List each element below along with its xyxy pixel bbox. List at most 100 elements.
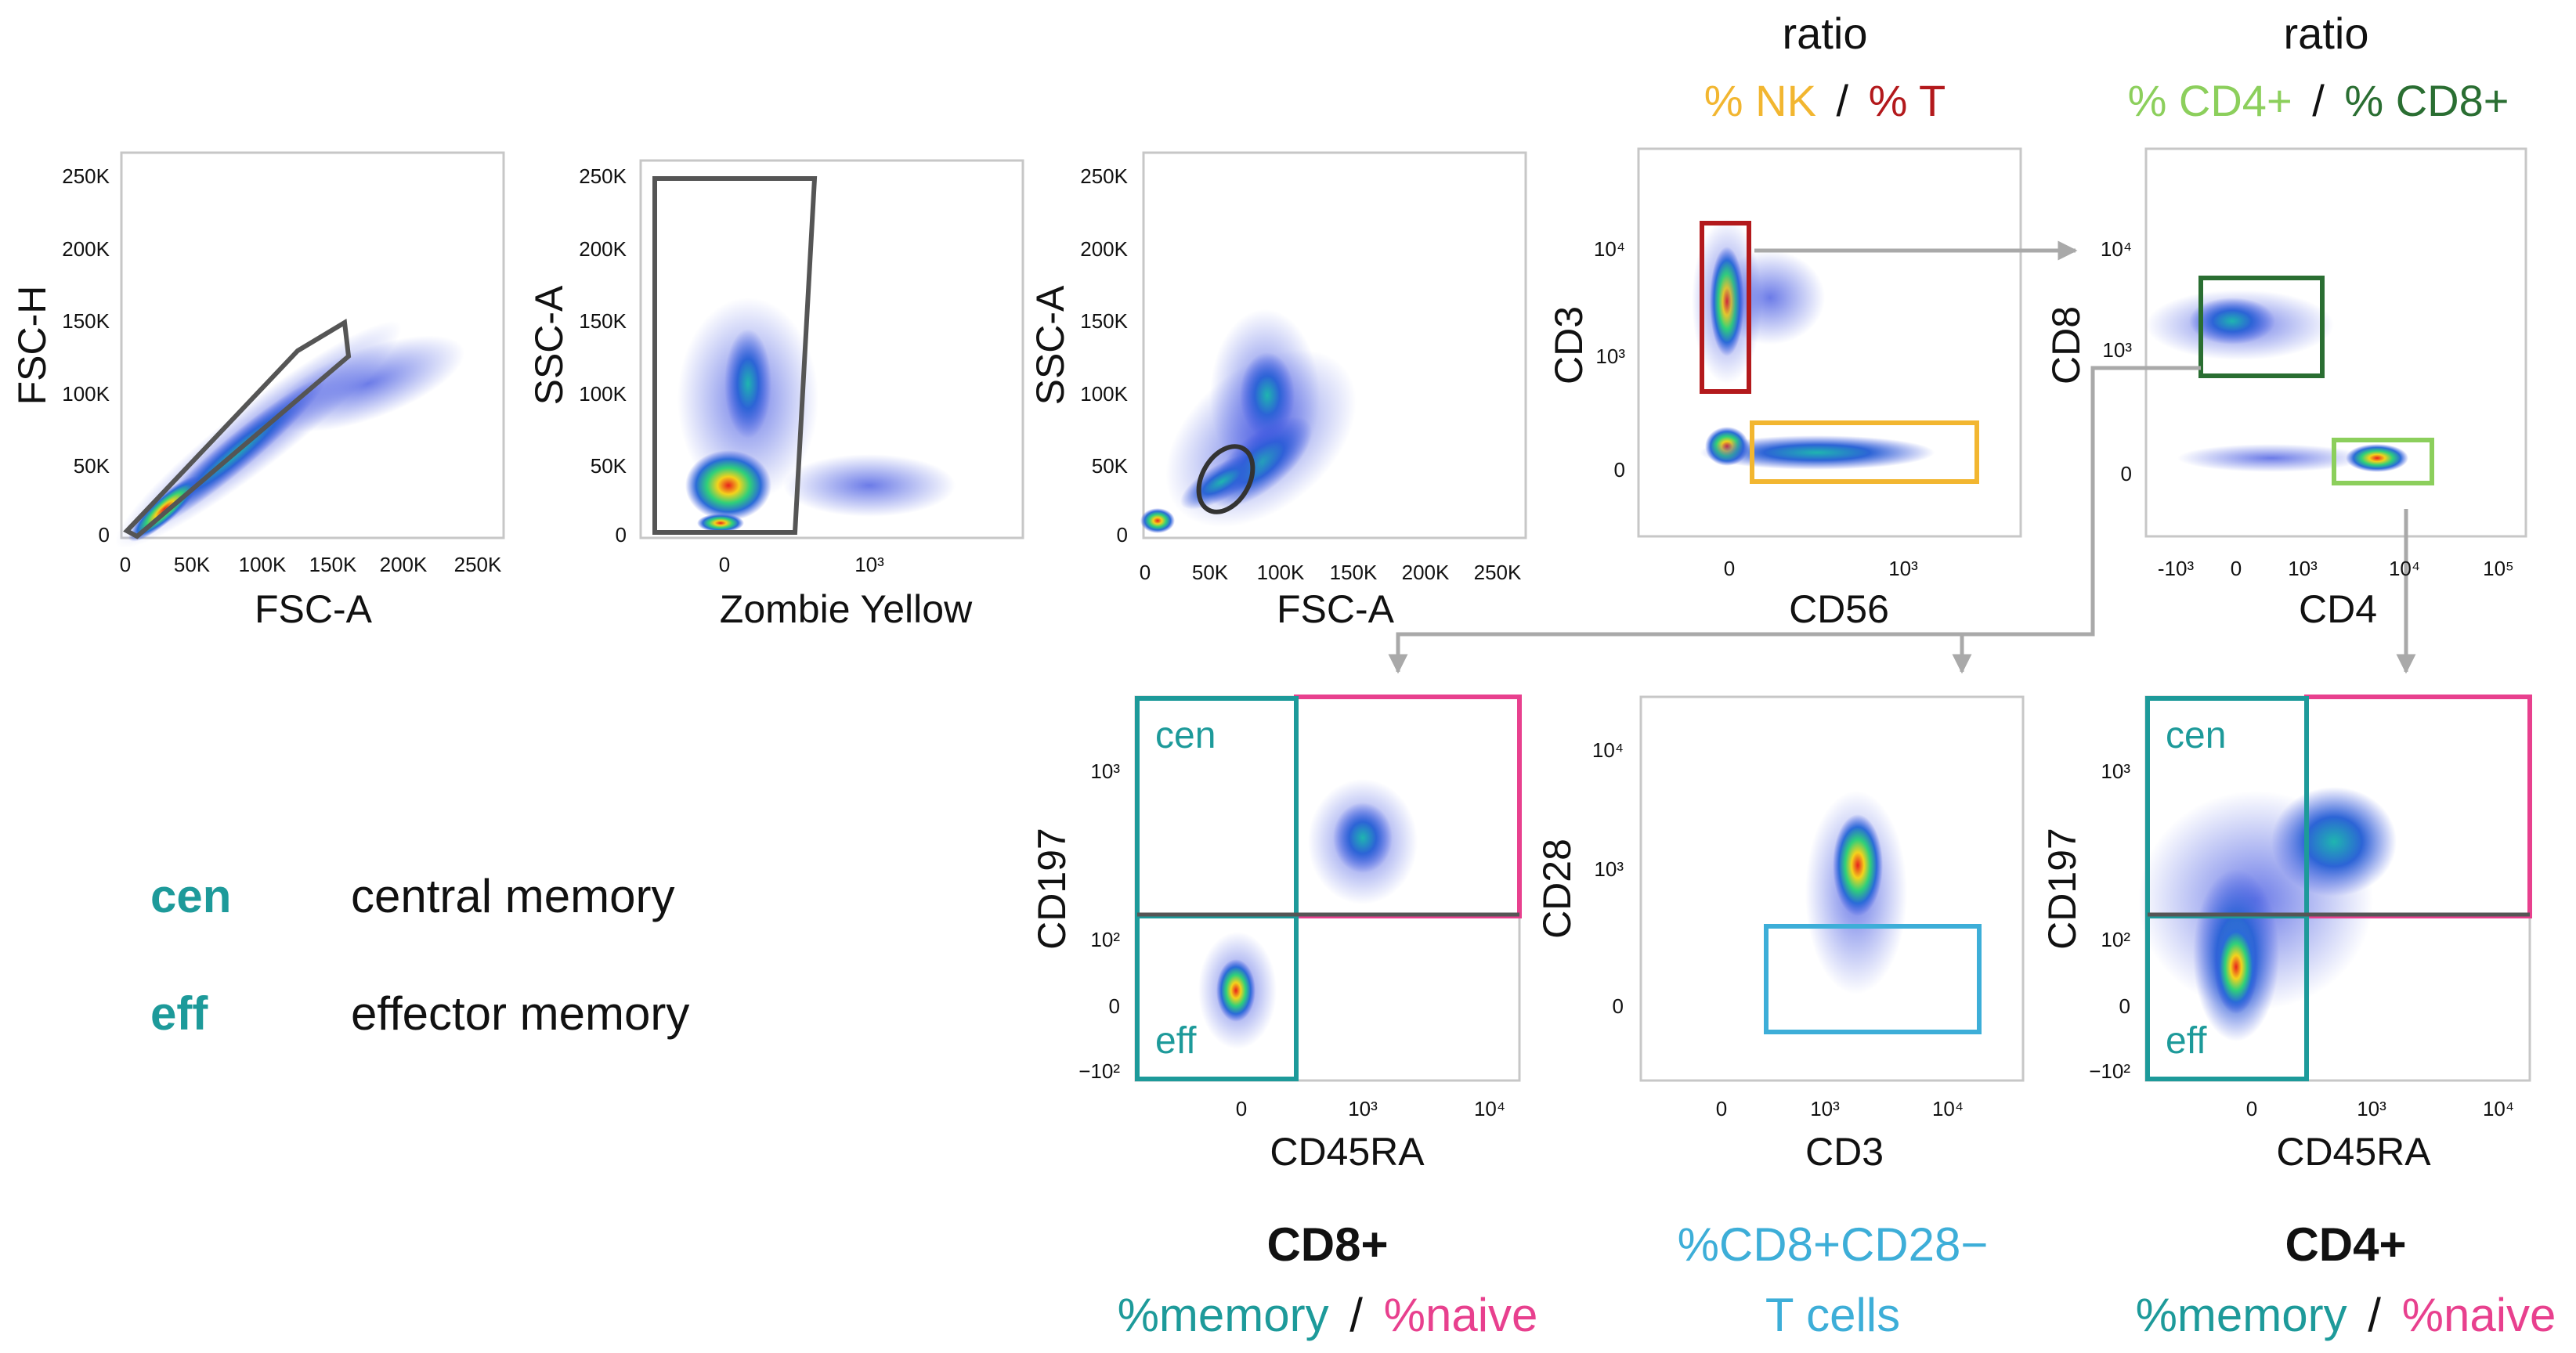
x-tick-label: 0 — [2246, 1097, 2257, 1120]
x-tick-label: 10⁵ — [2483, 557, 2514, 580]
caption-cd28: %CD8+CD28− T cells — [1678, 1218, 1989, 1341]
x-tick-label: 10⁴ — [2389, 557, 2420, 580]
x-tick-label: 0 — [1140, 561, 1151, 584]
y-tick-label: 10³ — [2102, 338, 2132, 362]
x-tick-label: 0 — [1236, 1097, 1247, 1120]
x-tick-labels: 0 10³ 10⁴ — [1236, 1097, 1505, 1120]
legend-abbr-eff: eff — [150, 987, 208, 1040]
y-tick-label: 200K — [62, 237, 110, 261]
y-tick-label: 0 — [1613, 994, 1624, 1018]
y-tick-label: 250K — [1080, 164, 1128, 188]
caption-cd4: CD4+ %memory / %naive — [2136, 1218, 2556, 1341]
x-tick-labels: 0 50K 100K 150K 200K 250K — [120, 553, 502, 576]
y-tick-label: 0 — [2119, 994, 2130, 1018]
cd4-gate — [2332, 438, 2434, 485]
cd8-percent-label: % CD8+ — [2344, 76, 2509, 125]
quadrant-label-eff: eff — [1155, 1020, 1197, 1062]
x-tick-label: 200K — [380, 553, 428, 576]
x-tick-label: 250K — [454, 553, 502, 576]
y-tick-label: 100K — [579, 382, 627, 406]
x-tick-labels: 0 50K 100K 150K 200K 250K — [1140, 561, 1522, 584]
x-tick-label: 150K — [309, 553, 357, 576]
x-tick-label: 100K — [1257, 561, 1305, 584]
t-percent-label: % T — [1869, 76, 1946, 125]
quadrant-label-cen: cen — [1155, 715, 1216, 756]
y-tick-label: 100K — [62, 382, 110, 406]
y-tick-label: 200K — [579, 237, 627, 261]
y-tick-label: 150K — [579, 309, 627, 333]
x-tick-label: 50K — [174, 553, 211, 576]
y-tick-label: 10⁴ — [2101, 237, 2132, 261]
y-tick-label: 0 — [1109, 994, 1120, 1018]
lymphocyte-gate — [1196, 444, 1255, 514]
plot-cd4-cd45ra-vs-cd197 — [2138, 695, 2532, 1082]
x-tick-label: -10³ — [2158, 557, 2195, 580]
x-tick-labels: 0 10³ 10⁴ — [2246, 1097, 2514, 1120]
arrow-cd8-to-row2 — [1388, 366, 2201, 674]
y-tick-label: −10² — [1078, 1059, 1120, 1083]
y-tick-labels: 0 50K 100K 150K 200K 250K — [62, 164, 110, 547]
y-axis-label: FSC-H — [10, 286, 54, 406]
x-tick-label: 100K — [239, 553, 287, 576]
y-tick-label: 150K — [62, 309, 110, 333]
x-axis-label: CD56 — [1789, 587, 1889, 631]
ratio-separator: / — [2312, 76, 2325, 125]
x-tick-label: 0 — [1716, 1097, 1727, 1120]
nk-percent-label: % NK — [1704, 76, 1816, 125]
y-tick-label: 10² — [2101, 928, 2130, 951]
naive-percent-label: %naive — [2402, 1289, 2556, 1341]
y-tick-label: 250K — [579, 164, 627, 188]
x-axis-label: CD45RA — [1270, 1130, 1425, 1174]
y-tick-label: 0 — [1614, 458, 1625, 482]
x-tick-label: 10³ — [1888, 557, 1918, 580]
legend-text-cen: central memory — [351, 870, 674, 922]
y-tick-labels: −10² 0 10² 10³ — [1078, 759, 1120, 1083]
legend: cen central memory eff effector memory — [150, 870, 689, 1040]
y-tick-label: 50K — [74, 454, 110, 478]
y-tick-label: 10³ — [1594, 857, 1624, 881]
y-tick-label: 10⁴ — [1592, 738, 1624, 762]
y-tick-label: 0 — [99, 523, 110, 547]
x-tick-label: 0 — [719, 553, 730, 576]
memory-percent-label: %memory — [2136, 1289, 2347, 1341]
singlets-gate — [123, 319, 352, 539]
y-axis-label: SSC-A — [1028, 285, 1072, 405]
ratio-separator: / — [1349, 1289, 1363, 1341]
x-axis-label: CD45RA — [2276, 1130, 2431, 1174]
x-axis-label: CD3 — [1805, 1130, 1884, 1174]
x-axis-label: CD4 — [2299, 587, 2377, 631]
x-tick-label: 10⁴ — [1474, 1097, 1505, 1120]
y-axis-label: CD8 — [2044, 306, 2088, 384]
legend-text-eff: effector memory — [351, 987, 689, 1040]
scatter-cloud — [1692, 219, 1935, 470]
ratio-label: ratio — [1783, 9, 1868, 58]
x-tick-label: 10⁴ — [1932, 1097, 1964, 1120]
y-tick-labels: 0 10³ 10⁴ — [1592, 738, 1624, 1018]
scatter-cloud — [2146, 290, 2408, 472]
y-tick-label: 10³ — [2101, 759, 2130, 783]
x-tick-label: 250K — [1474, 561, 1522, 584]
y-tick-label: 150K — [1080, 309, 1128, 333]
x-tick-labels: 0 10³ — [1724, 557, 1918, 580]
y-tick-label: 0 — [616, 523, 627, 547]
x-tick-labels: 0 10³ — [719, 553, 884, 576]
caption-cd28-line2: T cells — [1765, 1289, 1900, 1341]
ratio-label: ratio — [2284, 9, 2369, 58]
y-tick-label: 10³ — [1595, 345, 1625, 368]
caption-cd8-title: CD8+ — [1266, 1218, 1388, 1271]
x-tick-labels: -10³ 0 10³ 10⁴ 10⁵ — [2158, 557, 2514, 580]
y-axis-label: CD3 — [1547, 306, 1591, 384]
nk-t-ratio-formula: % NK / % T — [1704, 76, 1946, 125]
y-tick-labels: 0 10³ 10⁴ — [2101, 237, 2132, 485]
x-tick-label: 10³ — [2357, 1097, 2386, 1120]
y-tick-label: 10² — [1090, 928, 1120, 951]
y-tick-labels: −10² 0 10² 10³ — [2089, 759, 2130, 1083]
x-axis-label: FSC-A — [255, 587, 373, 631]
scatter-cloud — [677, 298, 956, 532]
nk-cell-gate — [1750, 420, 1979, 484]
naive-percent-label: %naive — [1384, 1289, 1538, 1341]
x-tick-label: 200K — [1402, 561, 1450, 584]
y-tick-labels: 0 50K 100K 150K 200K 250K — [1080, 164, 1128, 547]
y-tick-label: 10⁴ — [1594, 237, 1625, 261]
